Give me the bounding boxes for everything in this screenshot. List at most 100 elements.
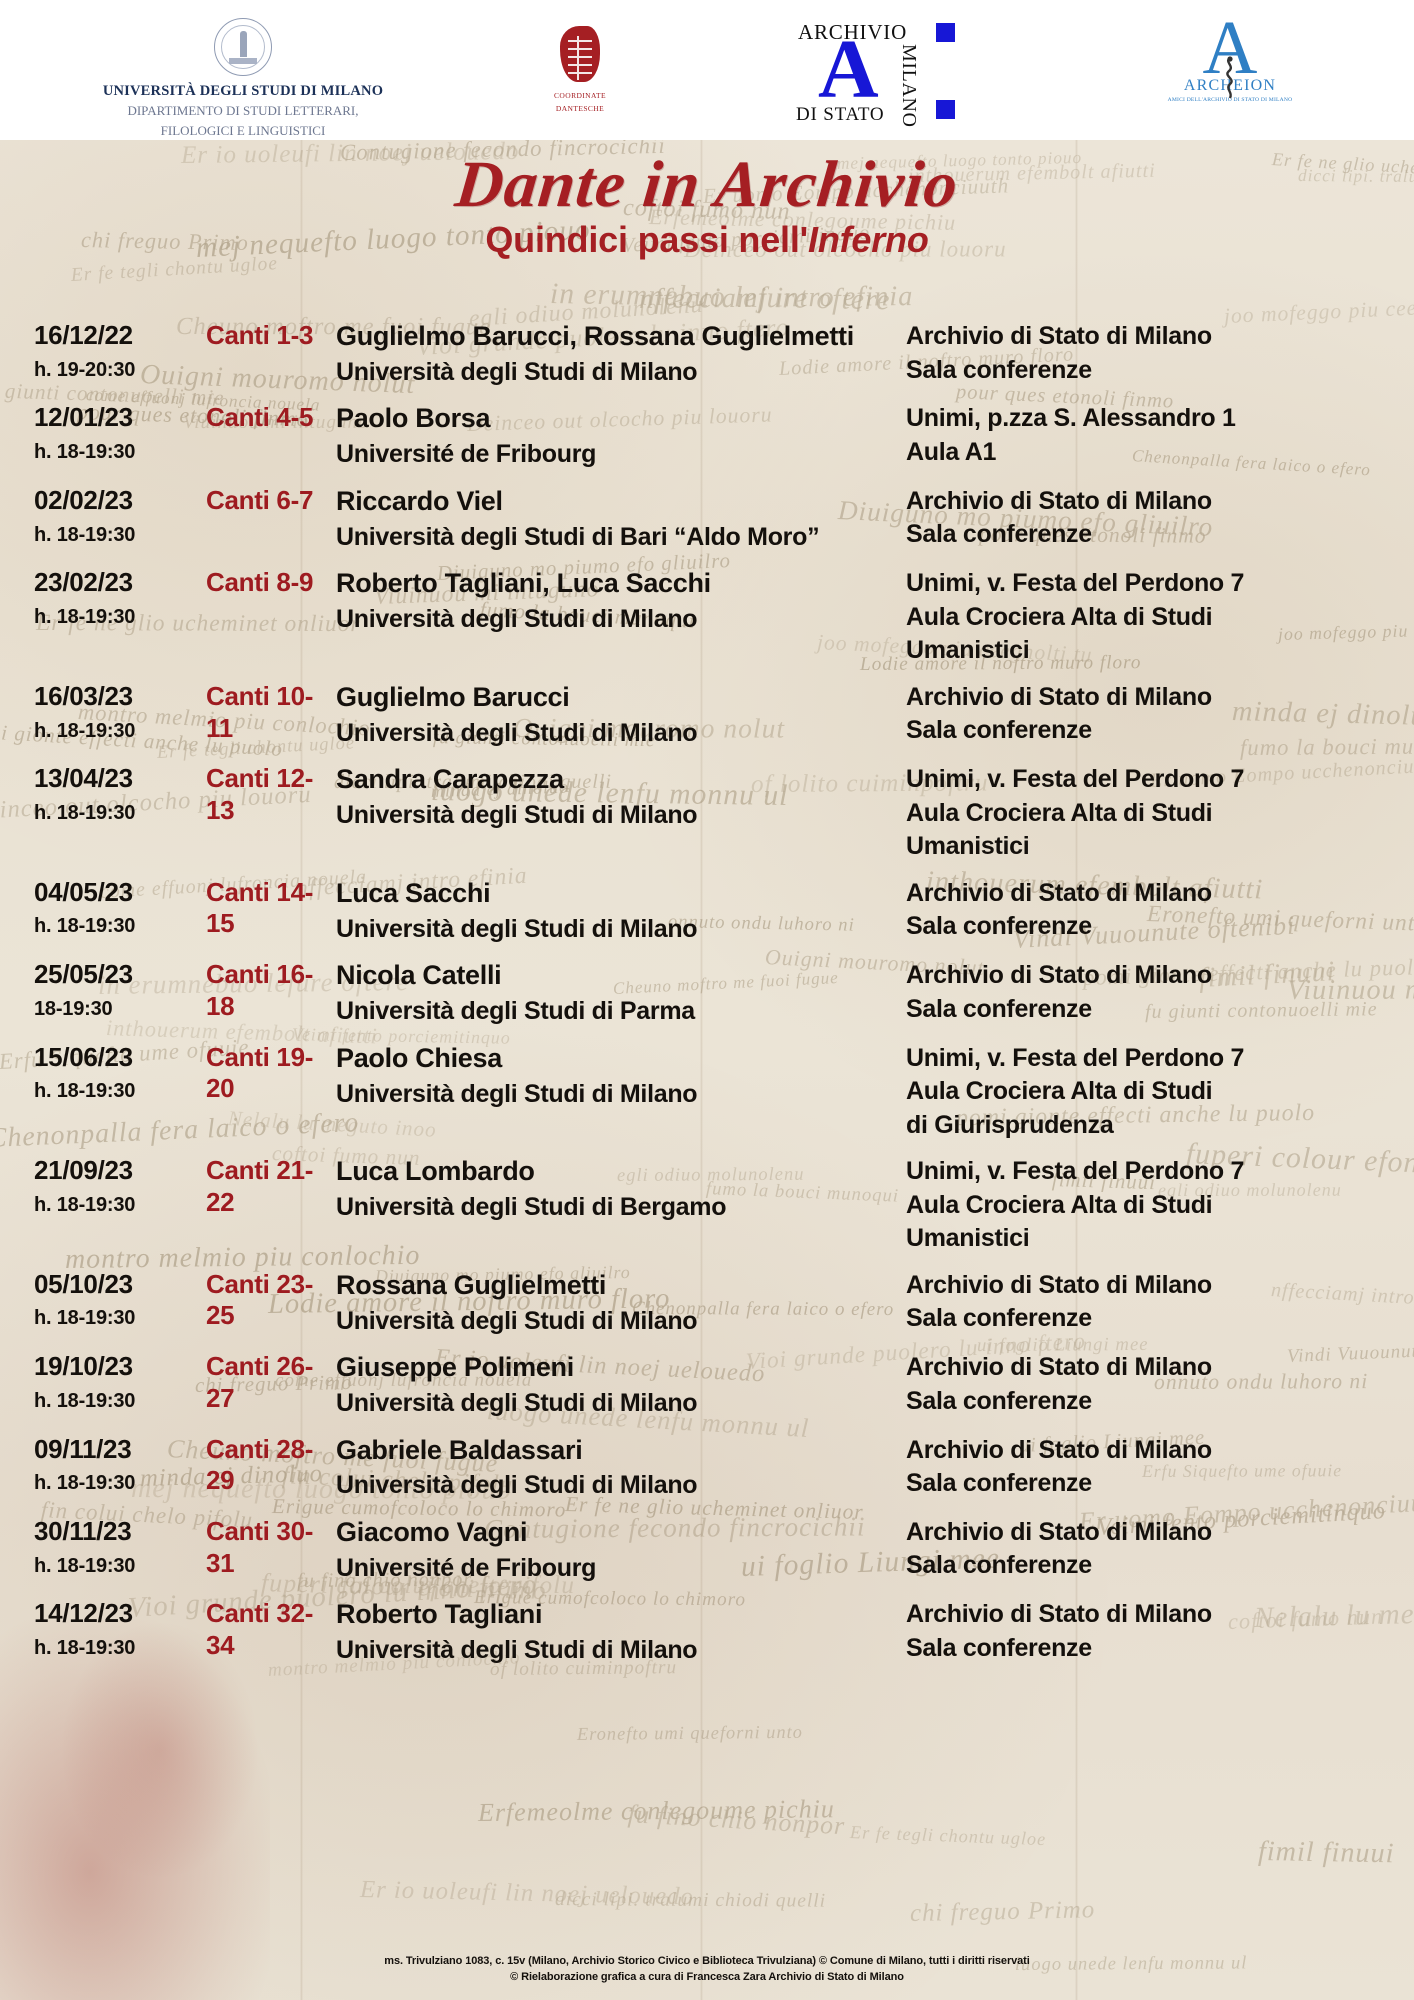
event-date: 15/06/23 [34,1041,133,1072]
venue-line: Sala conferenze [906,912,1092,941]
venue-line: Umanistici [906,1224,1030,1253]
schedule-row: 19/10/23 h. 18-19:30 Canti 26-27 Giuseppe P… [0,1351,1414,1419]
asmi-word-di-stato: DI STATO [796,104,885,125]
schedule-row: 04/05/23 h. 18-19:30 Canti 14-15 Luca Sacch… [0,877,1414,945]
date-cell: 13/04/23 h. 18-19:30 [34,763,206,826]
date-cell: 21/09/23 h. 18-19:30 [34,1155,206,1218]
speaker-affiliation: Università degli Studi di Bergamo [336,1193,727,1222]
event-date: 16/03/23 [34,680,133,711]
dantesche-profile-icon [556,26,604,88]
event-time: h. 18-19:30 [34,1080,136,1103]
venue-line: Aula Crociera Alta di Studi [906,1190,1213,1219]
speaker-cell: Giacomo Vagni Université de Fribourg [336,1516,906,1584]
event-date: 23/02/23 [34,567,133,598]
canti-label: Canti 32-34 [206,1598,314,1661]
asmi-letter-a: A [818,23,879,116]
speaker-cell: Guglielmo Barucci, Rossana Guglielmetti U… [336,320,906,388]
manuscript-ink-line: Eronefto umi queforni unto [576,1722,803,1745]
canti-cell: Canti 26-27 [206,1351,336,1414]
schedule-row: 21/09/23 h. 18-19:30 Canti 21-22 Luca Lomba… [0,1155,1414,1255]
event-time: h. 18-19:30 [34,523,136,546]
event-date: 16/12/22 [34,320,133,350]
speaker-cell: Roberto Tagliani Università degli Studi d… [336,1598,906,1666]
speaker-affiliation: Università degli Studi di Milano [336,914,698,943]
canti-label: Canti 6-7 [206,484,314,515]
canti-cell: Canti 6-7 [206,485,336,517]
subtitle-prefix: Quindici passi nell' [485,219,809,260]
speaker-name: Sandra Carapezza [336,764,564,795]
venue-cell: Archivio di Stato di Milano Sala conferen… [906,1598,1414,1664]
canti-label: Canti 30-31 [206,1515,314,1578]
logo-coordinate-dantesche: COORDINATE DANTESCHE [520,26,640,114]
canti-label: Canti 28-29 [206,1433,314,1496]
date-cell: 02/02/23 h. 18-19:30 [34,485,206,548]
venue-cell: Unimi, p.zza S. Alessandro 1 Aula A1 [906,402,1414,468]
speaker-cell: Luca Lombardo Università degli Studi di B… [336,1155,906,1223]
speaker-cell: Riccardo Viel Università degli Studi di B… [336,485,906,553]
date-cell: 19/10/23 h. 18-19:30 [34,1351,206,1414]
asmi-word-archivio: ARCHIVIO [798,20,908,44]
red-stain [60,1620,260,1880]
event-time: h. 18-19:30 [34,1472,136,1495]
canti-label: Canti 10-11 [206,680,314,743]
canti-cell: Canti 12-13 [206,763,336,826]
logo-archeion: A ARCHEION AMICI DELL'ARCHIVIO DI STATO … [1140,10,1320,103]
event-date: 05/10/23 [34,1268,133,1299]
schedule-row: 05/10/23 h. 18-19:30 Canti 23-25 Rossana Gu… [0,1269,1414,1337]
venue-line: Archivio di Stato di Milano [906,1270,1212,1299]
logo-bar: UNIVERSITÀ DEGLI STUDI DI MILANO DIPARTI… [0,0,1414,140]
speaker-affiliation: Università degli Studi di Milano [336,1471,698,1500]
canti-cell: Canti 19-20 [206,1042,336,1105]
dantesche-line1: COORDINATE [554,91,606,100]
manuscript-background: egli odiuo molunolenu nffecciamj intro ef… [0,140,1414,2000]
speaker-name: Paolo Chiesa [336,1042,502,1073]
venue-line: Sala conferenze [906,355,1092,384]
venue-cell: Archivio di Stato di Milano Sala conferen… [906,320,1414,386]
event-time: h. 18-19:30 [34,441,136,464]
date-cell: 23/02/23 h. 18-19:30 [34,567,206,630]
speaker-affiliation: Università degli Studi di Milano [336,1636,698,1665]
schedule-row: 12/01/23 h. 18-19:30 Canti 4-5 Paolo Borsa U… [0,402,1414,470]
canti-label: Canti 14-15 [206,876,314,939]
canti-cell: Canti 32-34 [206,1598,336,1661]
venue-line: Sala conferenze [906,1469,1092,1497]
date-cell: 15/06/23 h. 18-19:30 [34,1042,206,1105]
speaker-name: Luca Sacchi [336,877,491,908]
speaker-cell: Luca Sacchi Università degli Studi di Mil… [336,877,906,945]
event-date: 14/12/23 [34,1598,133,1629]
speaker-name: Riccardo Viel [336,485,503,516]
speaker-cell: Guglielmo Barucci Università degli Studi … [336,681,906,749]
venue-line: Umanistici [906,832,1030,861]
event-date: 25/05/23 [34,959,133,990]
parchment-fold [1075,140,1078,2000]
date-cell: 30/11/23 h. 18-19:30 [34,1516,206,1579]
date-cell: 14/12/23 h. 18-19:30 [34,1598,206,1661]
speaker-affiliation: Università degli Studi di Parma [336,997,695,1026]
venue-line: Archivio di Stato di Milano [906,1517,1212,1546]
speaker-name: Roberto Tagliani [336,1599,543,1630]
venue-cell: Unimi, v. Festa del Perdono 7 Aula Crocie… [906,763,1414,863]
speaker-name: Roberto Tagliani, Luca Sacchi [336,568,711,599]
speaker-cell: Nicola Catelli Università degli Studi di … [336,959,906,1027]
speaker-affiliation: Università degli Studi di Milano [336,1389,698,1417]
date-cell: 05/10/23 h. 18-19:30 [34,1269,206,1332]
venue-line: di Giurisprudenza [906,1110,1114,1139]
logo-universita-degli-studi-di-milano: UNIVERSITÀ DEGLI STUDI DI MILANO DIPARTI… [88,18,398,139]
canti-label: Canti 26-27 [206,1351,314,1413]
venue-line: Aula Crociera Alta di Studi [906,798,1213,827]
venue-line: Archivio di Stato di Milano [906,961,1212,990]
subtitle-italic-inferno: Inferno [808,219,929,260]
canti-label: Canti 1-3 [206,320,314,350]
venue-line: Sala conferenze [906,1633,1092,1662]
poster-subtitle: Quindici passi nell'Inferno [0,222,1414,258]
venue-line: Sala conferenze [906,1386,1092,1415]
venue-cell: Archivio di Stato di Milano Sala conferen… [906,959,1414,1025]
date-cell: 16/12/22 h. 19-20:30 [34,320,206,383]
red-stain [0,1620,270,2000]
poster-title: Dante in Archivio [452,148,963,221]
venue-line: Sala conferenze [906,994,1092,1023]
venue-line: Aula Crociera Alta di Studi [906,602,1213,631]
asmi-square-icon [936,100,955,119]
venue-cell: Archivio di Stato di Milano Sala conferen… [906,1434,1414,1500]
